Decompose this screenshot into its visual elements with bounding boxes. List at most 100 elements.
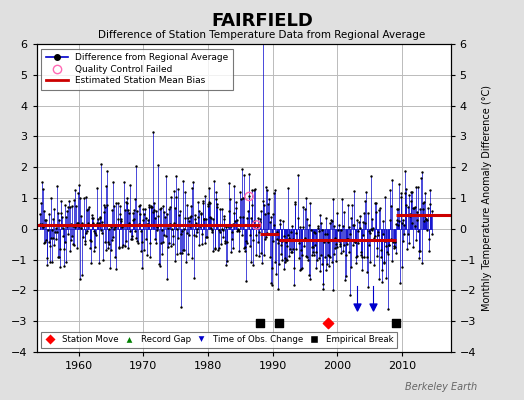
Point xyxy=(254,215,263,222)
Point xyxy=(170,258,179,264)
Point xyxy=(381,238,389,244)
Point xyxy=(184,217,193,224)
Point xyxy=(187,213,195,219)
Point xyxy=(144,220,152,227)
Point xyxy=(293,237,301,243)
Point xyxy=(356,212,364,219)
Point xyxy=(111,223,119,230)
Point xyxy=(232,205,240,211)
Point xyxy=(291,201,299,207)
Point xyxy=(380,258,388,265)
Point xyxy=(77,225,85,231)
Point xyxy=(302,216,311,223)
Point xyxy=(333,244,341,250)
Point xyxy=(367,226,376,232)
Point xyxy=(354,228,362,234)
Point xyxy=(379,260,388,266)
Point xyxy=(332,241,341,248)
Point xyxy=(386,187,395,194)
Point xyxy=(259,38,267,44)
Point xyxy=(97,219,106,225)
Point xyxy=(400,222,408,228)
Point xyxy=(287,229,296,235)
Point xyxy=(139,217,148,223)
Point xyxy=(95,260,103,266)
Point xyxy=(143,252,151,258)
Point xyxy=(57,198,66,204)
Point xyxy=(277,242,286,248)
Point xyxy=(107,246,115,253)
Legend: Station Move, Record Gap, Time of Obs. Change, Empirical Break: Station Move, Record Gap, Time of Obs. C… xyxy=(41,332,397,348)
Point xyxy=(67,221,75,227)
Point xyxy=(423,227,431,233)
Point xyxy=(155,261,163,268)
Point xyxy=(75,276,84,282)
Point xyxy=(313,256,321,263)
Point xyxy=(249,262,258,268)
Point xyxy=(303,254,311,260)
Point xyxy=(179,178,188,184)
Point xyxy=(378,217,387,224)
Point xyxy=(414,228,422,234)
Point xyxy=(354,240,363,246)
Point xyxy=(305,222,313,228)
Point xyxy=(211,246,219,252)
Point xyxy=(260,236,269,242)
Point xyxy=(299,224,308,230)
Point xyxy=(164,244,172,250)
Point xyxy=(385,242,393,248)
Point xyxy=(115,203,124,210)
Point xyxy=(256,216,265,222)
Point xyxy=(331,245,339,251)
Point xyxy=(236,214,244,221)
Point xyxy=(359,219,367,225)
Point xyxy=(340,242,348,248)
Point xyxy=(181,189,190,195)
Point xyxy=(85,245,94,251)
Point xyxy=(291,198,300,205)
Point xyxy=(126,182,134,188)
Point xyxy=(215,245,224,252)
Point xyxy=(366,258,375,265)
Point xyxy=(145,202,154,208)
Point xyxy=(206,200,214,206)
Point xyxy=(316,268,324,275)
Point xyxy=(270,222,279,228)
Point xyxy=(94,220,103,226)
Point xyxy=(213,204,222,210)
Point xyxy=(175,212,183,218)
Point xyxy=(384,305,392,312)
Point xyxy=(377,266,386,273)
Point xyxy=(81,238,89,244)
Point xyxy=(49,216,58,222)
Point xyxy=(241,244,249,250)
Point xyxy=(192,220,200,226)
Point xyxy=(95,215,104,221)
Point xyxy=(150,214,159,221)
Point xyxy=(419,200,427,206)
Point xyxy=(310,228,318,235)
Point xyxy=(227,229,236,236)
Point xyxy=(171,204,179,211)
Point xyxy=(93,222,102,228)
Point xyxy=(352,254,360,260)
Point xyxy=(207,214,215,221)
Point xyxy=(83,207,91,213)
Point xyxy=(320,230,329,237)
Point xyxy=(413,217,421,224)
Point xyxy=(334,222,343,228)
Point xyxy=(267,280,275,286)
Point xyxy=(224,223,232,229)
Point xyxy=(248,201,256,208)
Point xyxy=(202,216,210,222)
Point xyxy=(223,258,231,265)
Point xyxy=(363,269,372,275)
Point xyxy=(114,200,122,206)
Point xyxy=(304,272,313,278)
Point xyxy=(356,252,365,258)
Point xyxy=(199,198,207,204)
Point xyxy=(146,254,154,260)
Point xyxy=(315,211,324,218)
Point xyxy=(221,238,229,244)
Y-axis label: Monthly Temperature Anomaly Difference (°C): Monthly Temperature Anomaly Difference (… xyxy=(482,85,492,311)
